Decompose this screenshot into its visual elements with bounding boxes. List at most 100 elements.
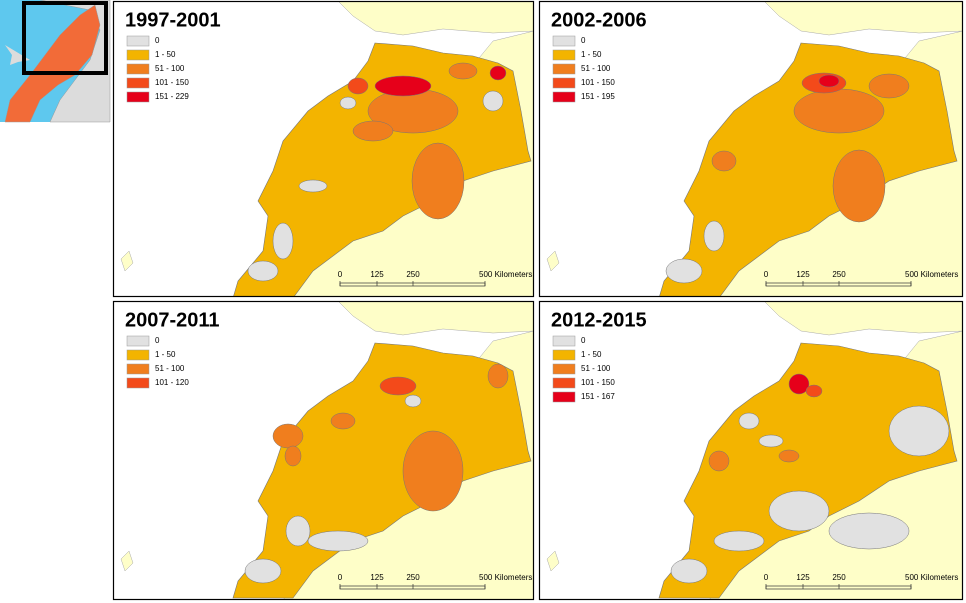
legend-label: 101 - 150 bbox=[581, 378, 615, 387]
region bbox=[805, 384, 823, 398]
region bbox=[489, 65, 507, 81]
legend-label: 51 - 100 bbox=[581, 364, 611, 373]
legend-swatch bbox=[552, 363, 576, 375]
region bbox=[284, 445, 302, 467]
legend-label: 151 - 229 bbox=[155, 92, 189, 101]
spain bbox=[763, 1, 963, 36]
inset-map bbox=[0, 0, 111, 123]
region bbox=[307, 530, 369, 552]
region bbox=[888, 405, 950, 457]
legend-label: 101 - 120 bbox=[155, 378, 189, 387]
legend-swatch bbox=[126, 49, 150, 61]
panel-title: 2007-2011 bbox=[125, 309, 220, 331]
region bbox=[665, 258, 703, 284]
spain bbox=[337, 301, 534, 336]
legend-swatch bbox=[126, 35, 150, 47]
region bbox=[713, 530, 765, 552]
region bbox=[482, 90, 504, 112]
legend-swatch bbox=[126, 349, 150, 361]
legend-label: 0 bbox=[155, 336, 160, 345]
map-body bbox=[539, 1, 963, 297]
map-panel: 2012-2015 0 1 - 50 51 - 100 101 - 150 151 - 1… bbox=[538, 300, 964, 601]
region bbox=[738, 412, 760, 430]
inset-frame bbox=[22, 1, 108, 75]
region bbox=[868, 73, 910, 99]
region bbox=[247, 260, 279, 282]
scale-label: 0 bbox=[338, 573, 343, 582]
legend-swatch bbox=[126, 77, 150, 89]
region bbox=[448, 62, 478, 80]
legend-swatch bbox=[552, 77, 576, 89]
scale-label: 250 bbox=[406, 270, 420, 279]
map-body bbox=[113, 1, 534, 297]
legend-label: 1 - 50 bbox=[155, 50, 176, 59]
region bbox=[708, 450, 730, 472]
spain bbox=[337, 1, 534, 36]
legend-swatch bbox=[126, 335, 150, 347]
inset-morocco bbox=[4, 4, 101, 123]
region bbox=[330, 412, 356, 430]
legend-swatch bbox=[126, 91, 150, 103]
canary-island bbox=[546, 550, 560, 572]
legend-swatch bbox=[552, 63, 576, 75]
region bbox=[768, 490, 830, 532]
region bbox=[818, 74, 840, 88]
scale-label: 250 bbox=[406, 573, 420, 582]
legend-label: 1 - 50 bbox=[581, 50, 602, 59]
panel-title: 2012-2015 bbox=[551, 309, 647, 331]
map-body bbox=[539, 301, 963, 600]
panel-frame bbox=[112, 0, 535, 298]
canary-island bbox=[120, 250, 134, 272]
scale-label: 125 bbox=[370, 573, 384, 582]
legend-label: 51 - 100 bbox=[155, 64, 185, 73]
region bbox=[347, 77, 369, 95]
legend-label: 1 - 50 bbox=[581, 350, 602, 359]
legend-label: 51 - 100 bbox=[581, 64, 611, 73]
region bbox=[374, 75, 432, 97]
region bbox=[793, 88, 885, 134]
region bbox=[285, 515, 311, 547]
panel-title: 1997-2001 bbox=[125, 9, 221, 31]
legend-swatch bbox=[552, 391, 576, 403]
scale-label: 500 Kilometers bbox=[905, 270, 958, 279]
region bbox=[402, 430, 464, 512]
legend-label: 0 bbox=[155, 36, 160, 45]
panel-title: 2002-2006 bbox=[551, 9, 647, 31]
region bbox=[711, 150, 737, 172]
legend-label: 101 - 150 bbox=[155, 78, 189, 87]
scale-label: 0 bbox=[338, 270, 343, 279]
legend-label: 151 - 167 bbox=[581, 392, 615, 401]
panel-frame bbox=[538, 300, 964, 601]
region bbox=[352, 120, 394, 142]
legend-label: 151 - 195 bbox=[581, 92, 615, 101]
region bbox=[272, 423, 304, 449]
panel-frame bbox=[112, 300, 535, 601]
scale-label: 0 bbox=[764, 573, 769, 582]
scale-label: 500 Kilometers bbox=[479, 573, 532, 582]
region bbox=[828, 512, 910, 550]
region bbox=[244, 558, 282, 584]
region bbox=[832, 149, 886, 223]
region bbox=[487, 363, 509, 389]
scale-label: 0 bbox=[764, 270, 769, 279]
legend-label: 0 bbox=[581, 36, 586, 45]
legend-label: 1 - 50 bbox=[155, 350, 176, 359]
legend-swatch bbox=[126, 377, 150, 389]
legend-swatch bbox=[126, 63, 150, 75]
scale-label: 500 Kilometers bbox=[479, 270, 532, 279]
region bbox=[670, 558, 708, 584]
legend-swatch bbox=[126, 363, 150, 375]
canary-island bbox=[546, 250, 560, 272]
region bbox=[404, 394, 422, 408]
region bbox=[703, 220, 725, 252]
map-panel: 1997-2001 0 1 - 50 51 - 100 101 - 150 151 - 2… bbox=[112, 0, 535, 298]
map-panel: 2007-2011 0 1 - 50 51 - 100 101 - 120 0 125 250… bbox=[112, 300, 535, 601]
legend-swatch bbox=[552, 335, 576, 347]
panel-frame bbox=[538, 0, 964, 298]
legend-label: 0 bbox=[581, 336, 586, 345]
legend-swatch bbox=[552, 49, 576, 61]
canary-island bbox=[120, 550, 134, 572]
legend-swatch bbox=[552, 377, 576, 389]
region bbox=[778, 449, 800, 463]
scale-label: 250 bbox=[832, 573, 846, 582]
